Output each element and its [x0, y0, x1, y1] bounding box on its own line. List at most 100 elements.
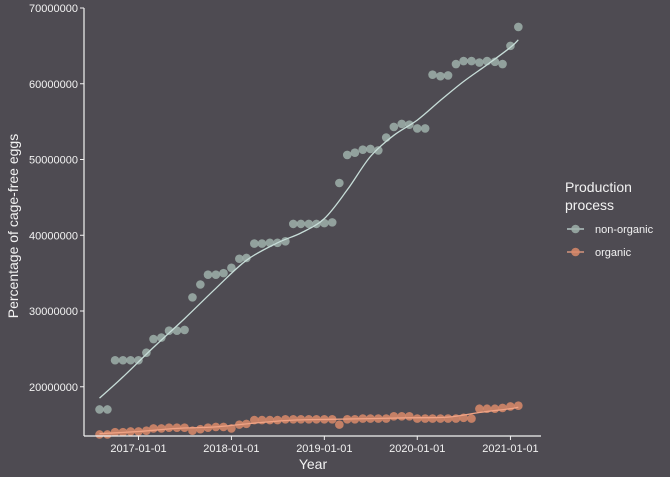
legend-item-organic: organic	[567, 247, 632, 259]
y-tick-label: 40000000	[29, 230, 78, 242]
data-point-organic	[335, 420, 344, 429]
data-point-non-organic	[164, 326, 174, 336]
data-point-non-organic	[467, 56, 476, 66]
data-point-non-organic	[475, 58, 484, 67]
data-point-non-organic	[142, 348, 151, 357]
data-point-organic	[412, 414, 422, 423]
x-tick-label: 2021-01-01	[482, 443, 538, 455]
data-point-organic	[397, 412, 407, 421]
y-tick-label: 20000000	[29, 382, 78, 394]
data-point-non-organic	[451, 59, 461, 69]
data-point-non-organic	[443, 71, 453, 80]
y-tick-label: 30000000	[29, 306, 78, 318]
y-tick-label: 70000000	[29, 3, 78, 15]
data-point-non-organic	[320, 218, 329, 228]
data-point-non-organic	[250, 239, 259, 248]
data-point-organic	[265, 415, 275, 425]
data-point-non-organic	[219, 268, 228, 278]
series-organic	[95, 401, 523, 439]
y-tick-label: 50000000	[29, 155, 78, 167]
data-point-non-organic	[412, 124, 422, 133]
data-point-non-organic	[257, 239, 267, 248]
x-tick-label: 2020-01-01	[389, 443, 445, 455]
axes: 20000000 30000000 40000000 50000000 60000000…	[29, 3, 541, 455]
data-point-organic	[281, 415, 290, 424]
data-point-non-organic	[296, 219, 306, 229]
data-point-non-organic	[436, 71, 445, 81]
data-point-organic	[443, 414, 453, 423]
legend-item-non-organic: non-organic	[567, 224, 654, 236]
data-point-non-organic	[397, 119, 407, 129]
data-point-organic	[436, 414, 445, 423]
data-point-non-organic	[327, 218, 337, 227]
data-point-organic	[405, 412, 414, 421]
data-point-non-organic	[420, 124, 430, 133]
data-point-organic	[250, 415, 259, 425]
data-point-organic	[95, 430, 104, 439]
data-point-non-organic	[196, 280, 205, 289]
x-tick-label: 2017-01-01	[110, 443, 166, 455]
data-point-non-organic	[149, 334, 158, 344]
data-point-non-organic	[374, 146, 383, 155]
data-point-non-organic	[459, 56, 468, 66]
data-point-organic	[273, 415, 282, 425]
data-point-non-organic	[188, 293, 197, 302]
data-point-non-organic	[506, 41, 515, 51]
data-point-non-organic	[235, 254, 244, 264]
data-point-organic	[288, 415, 298, 424]
plot-area	[95, 22, 523, 439]
data-point-organic	[467, 414, 476, 423]
data-point-non-organic	[180, 325, 189, 335]
data-point-organic	[420, 414, 430, 423]
x-tick-label: 2018-01-01	[203, 443, 259, 455]
data-point-organic	[103, 430, 112, 439]
data-point-non-organic	[428, 70, 437, 79]
data-point-non-organic	[203, 270, 213, 279]
data-point-organic	[149, 424, 158, 433]
data-point-organic	[475, 404, 484, 414]
data-point-organic	[157, 424, 166, 433]
data-point-non-organic	[498, 59, 507, 69]
x-axis-title: Year	[299, 456, 328, 472]
data-point-non-organic	[134, 355, 143, 365]
legend-key-point	[571, 224, 580, 234]
trend-line-non-organic	[99, 39, 519, 399]
data-point-non-organic	[126, 355, 135, 365]
data-point-non-organic	[389, 122, 399, 132]
data-point-organic	[172, 423, 182, 432]
data-point-organic	[514, 401, 523, 410]
data-point-non-organic	[358, 145, 368, 154]
data-point-non-organic	[95, 405, 104, 414]
legend-items: non-organic organic	[567, 224, 654, 259]
data-point-organic	[188, 426, 197, 435]
data-point-non-organic	[110, 355, 120, 365]
data-point-non-organic	[366, 144, 375, 154]
legend: Production process non-organic organic	[565, 179, 654, 259]
legend-key-point	[571, 247, 580, 257]
data-point-organic	[389, 412, 399, 421]
series-non-organic	[95, 22, 523, 414]
data-point-organic	[498, 403, 507, 413]
x-tick-label: 2019-01-01	[296, 443, 352, 455]
data-point-non-organic	[157, 333, 166, 342]
data-point-non-organic	[304, 219, 314, 229]
y-axis-title: Percentage of cage-free eggs	[5, 134, 21, 318]
trend-line-organic	[99, 406, 519, 435]
data-point-organic	[428, 414, 437, 423]
data-point-non-organic	[103, 405, 112, 414]
legend-label: organic	[595, 247, 632, 259]
data-point-organic	[164, 423, 174, 432]
y-tick-label: 60000000	[29, 79, 78, 91]
data-point-non-organic	[211, 270, 221, 279]
data-point-non-organic	[242, 253, 251, 263]
data-point-non-organic	[335, 178, 344, 188]
data-point-non-organic	[514, 22, 523, 32]
data-point-non-organic	[288, 219, 298, 229]
data-point-non-organic	[342, 150, 352, 160]
data-point-non-organic	[227, 263, 236, 273]
legend-label: non-organic	[595, 224, 654, 236]
data-point-non-organic	[265, 238, 275, 248]
data-point-organic	[196, 424, 205, 434]
data-point-organic	[490, 404, 500, 414]
